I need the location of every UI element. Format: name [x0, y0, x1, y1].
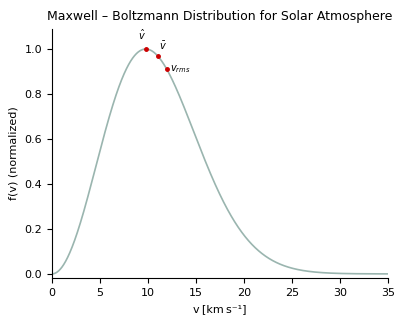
X-axis label: v [km s⁻¹]: v [km s⁻¹]: [193, 304, 247, 314]
Text: $\bar{v}$: $\bar{v}$: [159, 40, 167, 52]
Title: Maxwell – Boltzmann Distribution for Solar Atmosphere: Maxwell – Boltzmann Distribution for Sol…: [47, 11, 393, 23]
Text: $v_{rms}$: $v_{rms}$: [170, 64, 190, 76]
Y-axis label: f(v) (normalized): f(v) (normalized): [9, 107, 19, 200]
Text: $\hat{v}$: $\hat{v}$: [138, 28, 146, 42]
